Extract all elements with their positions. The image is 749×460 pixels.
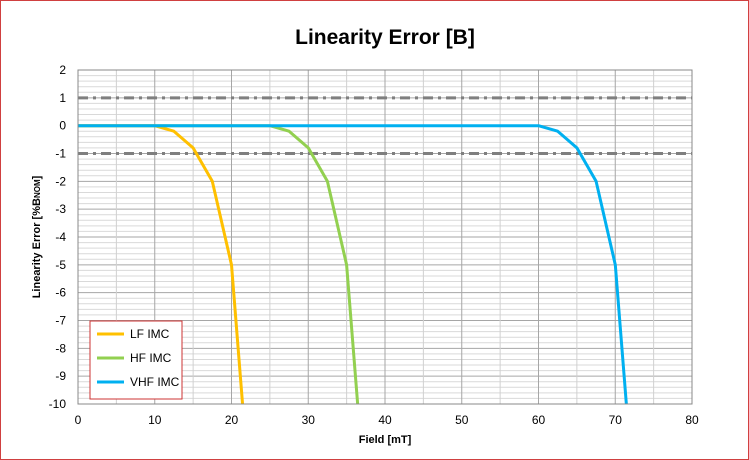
x-tick-label: 70 bbox=[609, 413, 623, 427]
y-tick-label: -9 bbox=[55, 369, 66, 383]
y-tick-label: -1 bbox=[55, 147, 66, 161]
y-tick-label: -8 bbox=[55, 341, 66, 355]
y-tick-label: -4 bbox=[55, 230, 66, 244]
chart-title: Linearity Error [B] bbox=[295, 26, 475, 49]
legend-label: HF IMC bbox=[130, 351, 172, 365]
y-axis-title-end: ] bbox=[31, 175, 43, 179]
y-axis-ticks: 2 1 0 -1 -2 -3 -4 -5 -6 -7 -8 -9 -10 bbox=[49, 63, 67, 411]
x-tick-label: 30 bbox=[302, 413, 316, 427]
y-tick-label: -2 bbox=[55, 174, 66, 188]
y-tick-label: -6 bbox=[55, 286, 66, 300]
plot-area-border bbox=[77, 69, 693, 405]
x-axis-title: Field [mT] bbox=[359, 434, 412, 446]
x-tick-label: 80 bbox=[685, 413, 699, 427]
y-tick-label: 2 bbox=[59, 63, 66, 77]
y-axis-title: Linearity Error [%BNOM] bbox=[31, 175, 43, 298]
x-axis-ticks: 0 10 20 30 40 50 60 70 80 bbox=[75, 413, 699, 427]
legend-label: LF IMC bbox=[130, 327, 170, 341]
y-axis-title-main: Linearity Error [%B bbox=[31, 198, 43, 298]
x-tick-label: 10 bbox=[148, 413, 162, 427]
reference-lines bbox=[78, 96, 692, 155]
y-tick-label: -10 bbox=[49, 397, 67, 411]
x-tick-label: 50 bbox=[455, 413, 469, 427]
y-tick-label: -5 bbox=[55, 258, 66, 272]
x-tick-label: 60 bbox=[532, 413, 546, 427]
series-lines bbox=[78, 124, 628, 404]
x-tick-label: 0 bbox=[75, 413, 82, 427]
y-tick-label: 1 bbox=[59, 91, 66, 105]
y-tick-label: -3 bbox=[55, 202, 66, 216]
legend: LF IMC HF IMC VHF IMC bbox=[89, 320, 183, 400]
y-tick-label: 0 bbox=[59, 119, 66, 133]
y-tick-label: -7 bbox=[55, 314, 66, 328]
series-line-vhf-imc bbox=[78, 124, 628, 404]
legend-label: VHF IMC bbox=[130, 375, 180, 389]
x-tick-label: 40 bbox=[378, 413, 392, 427]
x-tick-label: 20 bbox=[225, 413, 239, 427]
y-axis-title-sub: NOM bbox=[33, 179, 42, 198]
